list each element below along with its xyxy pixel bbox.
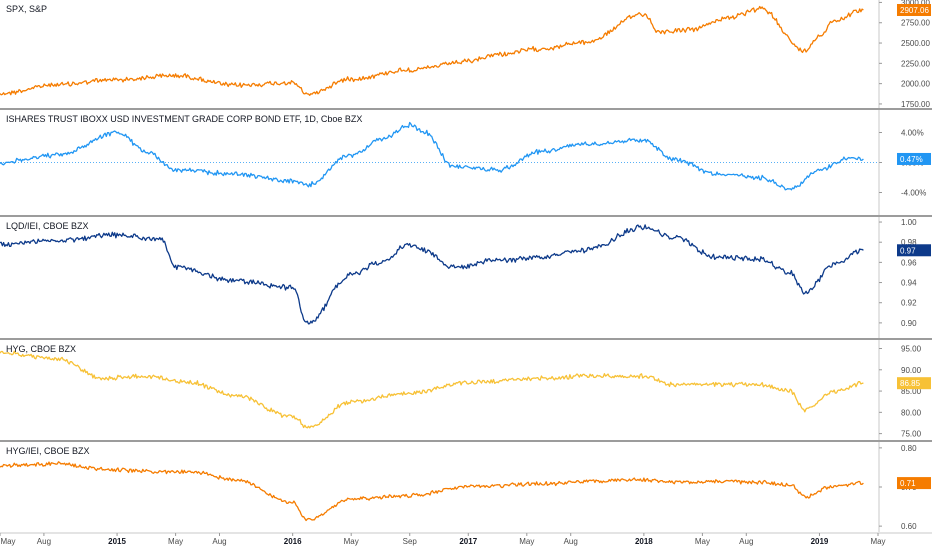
pane-title: HYG, CBOE BZX — [6, 344, 76, 354]
last-value-label: 0.47% — [900, 155, 923, 164]
series-line — [0, 461, 864, 522]
x-tick-label: 2017 — [459, 537, 477, 546]
last-value-badge — [897, 152, 931, 165]
y-tick-label: 90.00 — [901, 366, 922, 375]
last-value-badge — [897, 3, 931, 16]
y-tick-label: 85.00 — [901, 387, 922, 396]
y-tick-label: 75.00 — [901, 430, 922, 439]
y-tick-label: -4.00% — [901, 189, 926, 198]
series-line — [0, 121, 864, 191]
y-tick-label: 1.00 — [901, 218, 917, 227]
y-tick-label: 95.00 — [901, 345, 922, 354]
pane-title: ISHARES TRUST IBOXX USD INVESTMENT GRADE… — [6, 114, 362, 124]
x-tick-label: May — [519, 537, 534, 546]
y-tick-label: 0.96 — [901, 258, 917, 267]
x-tick-label: May — [0, 537, 15, 546]
y-tick-label: 80.00 — [901, 408, 922, 417]
x-tick-label: Aug — [37, 537, 51, 546]
pane-title: HYG/IEI, CBOE BZX — [6, 446, 90, 456]
last-value-label: 0.97 — [900, 246, 916, 255]
x-tick-label: 2016 — [284, 537, 302, 546]
x-tick-label: May — [870, 537, 885, 546]
y-tick-label: 3000.00 — [901, 0, 930, 7]
x-tick-label: 2018 — [635, 537, 653, 546]
x-tick-label: May — [168, 537, 183, 546]
last-value-badge — [897, 244, 931, 257]
last-value-label: 0.71 — [900, 479, 916, 488]
last-value-badge — [897, 377, 931, 390]
series-line — [0, 350, 864, 429]
pane-title: LQD/IEI, CBOE BZX — [6, 221, 89, 231]
y-tick-label: 0.80 — [901, 444, 917, 453]
x-tick-label: May — [695, 537, 710, 546]
series-line — [0, 5, 864, 96]
y-tick-label: 2750.00 — [901, 19, 930, 28]
pane-4: 75.00 80.00 85.00 90.00 95.00 86.85 HYG, CBOE … — [0, 340, 932, 442]
y-tick-label: 0.92 — [901, 299, 917, 308]
x-tick-label: May — [344, 537, 359, 546]
x-tick-label: Aug — [212, 537, 226, 546]
x-tick-label: 2019 — [811, 537, 829, 546]
last-value-label: 86.85 — [900, 379, 921, 388]
y-tick-label: 0.98 — [901, 238, 917, 247]
y-tick-label: 4.00% — [901, 129, 924, 138]
series-line — [0, 224, 864, 325]
x-tick-label: 2015 — [108, 537, 126, 546]
last-value-badge — [897, 477, 931, 490]
y-tick-label: 0.90 — [901, 319, 917, 328]
pane-2: -4.00%0.00%4.00%0.47%ISHARES TRUST IBOXX… — [0, 110, 932, 217]
y-tick-label: 2250.00 — [901, 59, 930, 68]
pane-1: 1750.00 2000.00 2250.00 2500.00 2750.00 3000.… — [0, 0, 932, 110]
x-tick-label: Sep — [403, 537, 418, 546]
y-tick-label: 1750.00 — [901, 100, 930, 109]
y-tick-label: 0.94 — [901, 279, 917, 288]
x-axis: May Aug 2015 May Aug 2016 May Sep 2017 May Aug 2018… — [0, 532, 932, 546]
y-tick-label: 0.60 — [901, 522, 917, 531]
y-tick-label: 2000.00 — [901, 80, 930, 89]
pane-title: SPX, S&P — [6, 4, 47, 14]
y-tick-label: 2500.00 — [901, 39, 930, 48]
x-tick-label: Aug — [739, 537, 753, 546]
last-value-label: 2907.06 — [900, 6, 929, 15]
pane-3: 0.90 0.92 0.94 0.96 0.98 1.00 0.97 LQD/IEI, CBO… — [0, 217, 932, 340]
x-tick-label: Aug — [564, 537, 578, 546]
